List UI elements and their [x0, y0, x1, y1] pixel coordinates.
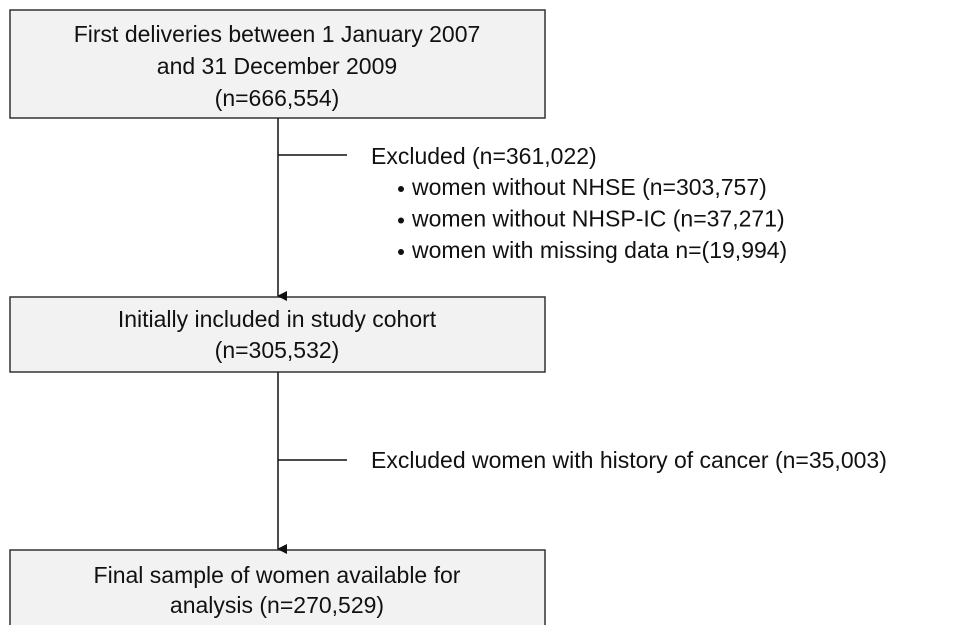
node-text: First deliveries between 1 January 2007: [74, 21, 481, 47]
bullet: [398, 186, 404, 192]
node-text: Initially included in study cohort: [118, 306, 437, 332]
bullet: [398, 217, 404, 224]
node-text: analysis (n=270,529): [170, 592, 384, 618]
node-text: Final sample of women available for: [94, 562, 461, 588]
exclusion-label: Excluded women with history of cancer (n…: [371, 447, 887, 473]
exclusion-item: women with missing data n=(19,994): [411, 237, 787, 263]
box: [9, 9, 546, 119]
node-text: and 31 December 2009: [157, 53, 397, 79]
node-text: (n=305,532): [215, 337, 340, 363]
exclusion-label: Excluded (n=361,022): [371, 143, 597, 169]
exclusion-item: women without NHSP-IC (n=37,271): [411, 206, 785, 232]
box: [9, 296, 546, 373]
exclusion-item: women without NHSE (n=303,757): [411, 174, 767, 200]
node-text: (n=666,554): [215, 85, 340, 111]
bullet: [398, 249, 404, 255]
